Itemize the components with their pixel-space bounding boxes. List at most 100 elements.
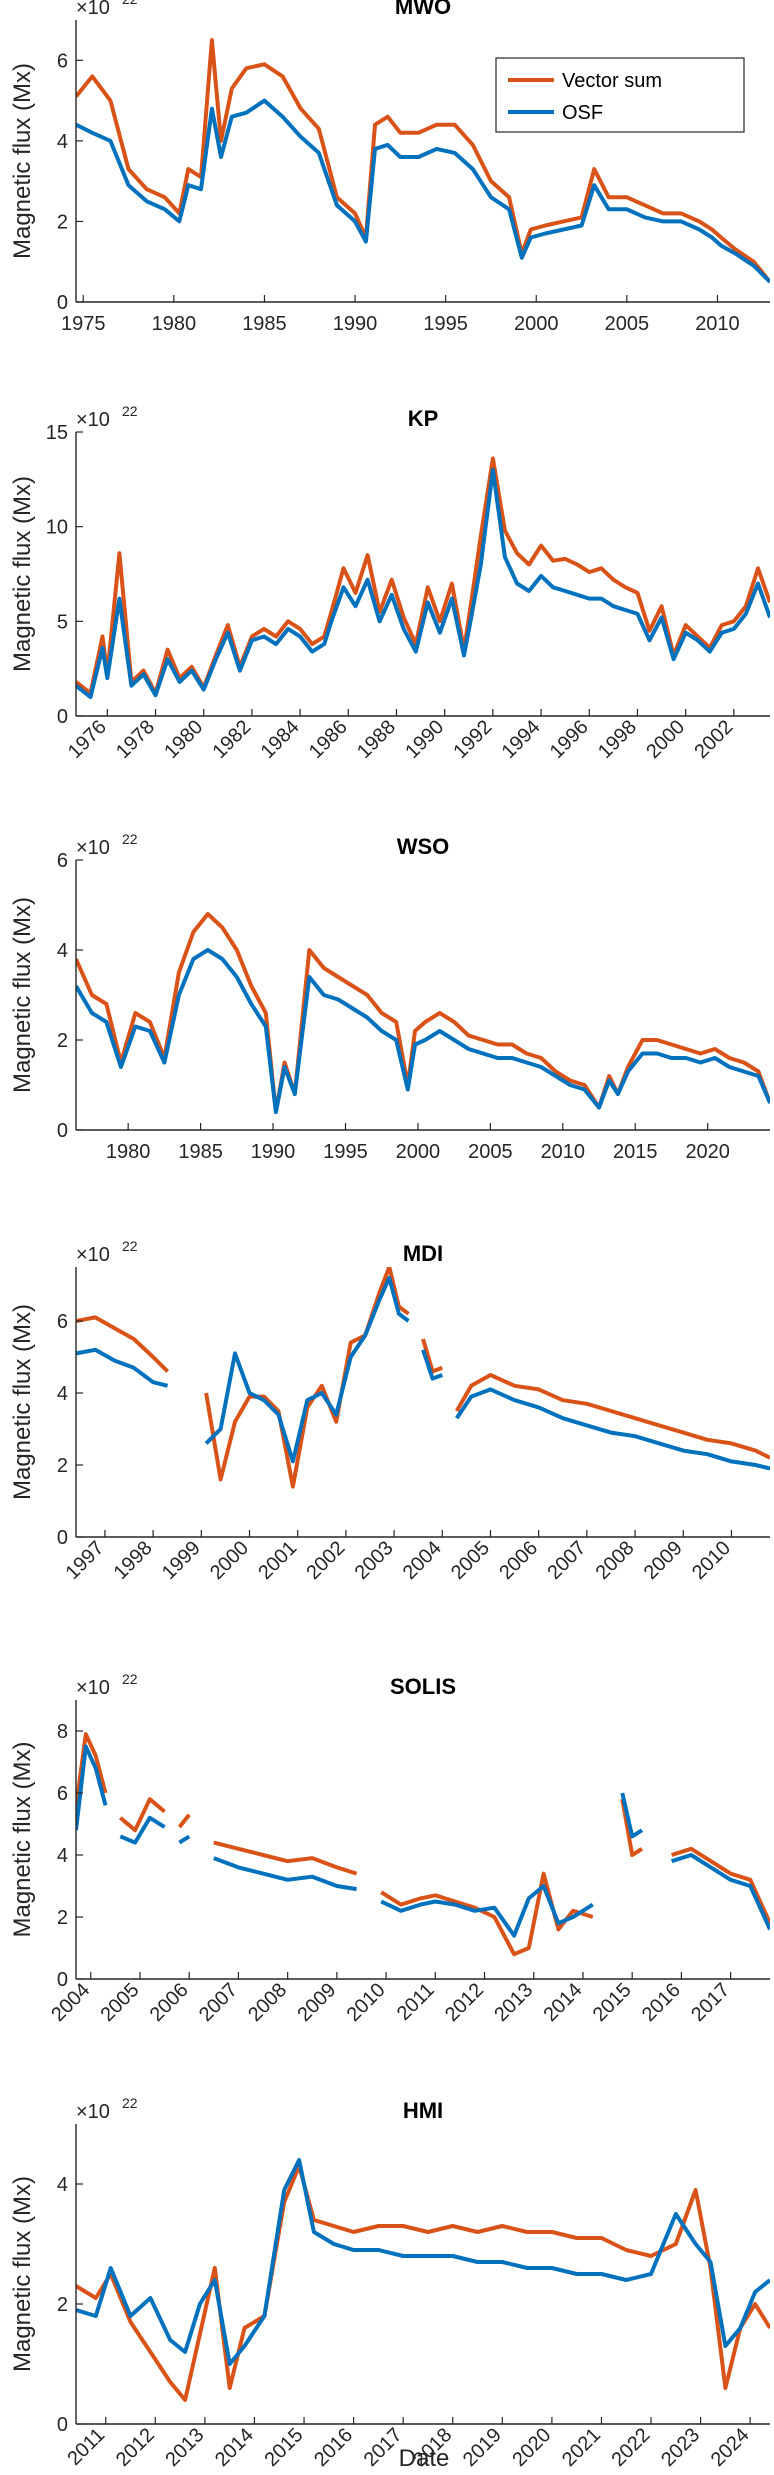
- x-tick-label: 2014: [211, 2424, 258, 2471]
- y-tick-label: 0: [57, 2414, 68, 2436]
- y-axis-label: Magnetic flux (Mx): [9, 1741, 36, 1937]
- series-line-osf: [76, 1744, 770, 1938]
- y-tick-label: 0: [57, 1527, 68, 1549]
- x-tick-label: 1988: [353, 716, 400, 763]
- x-tick-label: 2008: [592, 1537, 639, 1584]
- panel-mdi: 0 2 4 6 1997 1998 1999 2000 2001 2002 2003 2004 2005…: [9, 1238, 770, 1584]
- x-tick-label: 2009: [293, 1979, 340, 2026]
- panel-title: HMI: [403, 2098, 443, 2123]
- x-tick-label: 1997: [61, 1537, 108, 1584]
- series-line-vector-sum: [76, 456, 770, 696]
- x-tick-label: 2003: [351, 1537, 398, 1584]
- x-tick-label: 1985: [242, 313, 287, 335]
- y-tick-label: 4: [57, 1383, 68, 1405]
- x-tick-label: 1984: [257, 716, 304, 763]
- x-tick-label: 2005: [447, 1537, 494, 1584]
- y-tick-label: 4: [57, 131, 68, 153]
- y-exponent-label: ×10: [76, 0, 110, 19]
- series-line-vector-sum: [76, 38, 770, 284]
- y-tick-label: 2: [57, 1030, 68, 1052]
- y-tick-label: 6: [57, 1783, 68, 1805]
- x-tick-label: 2021: [558, 2424, 605, 2471]
- x-tick-label: 2015: [613, 1141, 658, 1163]
- x-tick-label: 2005: [96, 1979, 143, 2026]
- series-line-vector-sum: [76, 2164, 770, 2402]
- x-tick-label: 1976: [64, 716, 111, 763]
- series-line-vector-sum: [76, 912, 770, 1114]
- y-exponent-power: 22: [122, 403, 138, 419]
- y-tick-label: 0: [57, 292, 68, 314]
- x-tick-label: 1998: [110, 1537, 157, 1584]
- x-tick-label: 1994: [498, 716, 545, 763]
- y-tick-label: 4: [57, 940, 68, 962]
- y-exponent-label: ×10: [76, 409, 110, 431]
- panel-title: WSO: [397, 834, 450, 859]
- y-tick-label: 6: [57, 850, 68, 872]
- y-tick-label: 2: [57, 211, 68, 233]
- panel-wso: 0 2 4 6 1980 1985 1990 1995 2000 2005 2010 2015 2020…: [9, 831, 770, 1163]
- x-tick-label: 1996: [546, 716, 593, 763]
- panel-mwo: 0 2 4 6 1975 1980 1985 1990 1995 2000 2005 2010 ×10 2…: [9, 0, 770, 335]
- x-tick-label: 2016: [638, 1979, 685, 2026]
- x-tick-label: 1980: [152, 313, 197, 335]
- x-tick-label: 2010: [343, 1979, 390, 2026]
- legend: Vector sum OSF: [495, 57, 745, 133]
- y-exponent-label: ×10: [76, 1677, 110, 1699]
- y-exponent-label: ×10: [76, 2101, 110, 2123]
- y-tick-label: 15: [46, 422, 68, 444]
- y-exponent-label: ×10: [76, 837, 110, 859]
- series-line-osf: [76, 948, 770, 1114]
- y-exponent-power: 22: [122, 2095, 138, 2111]
- x-tick-label: 2010: [541, 1141, 586, 1163]
- x-tick-label: 2006: [495, 1537, 542, 1584]
- x-tick-label: 2001: [254, 1537, 301, 1584]
- x-tick-label: 2000: [206, 1537, 253, 1584]
- x-tick-label: 2016: [310, 2424, 357, 2471]
- y-exponent-power: 22: [122, 1238, 138, 1254]
- x-tick-label: 1990: [333, 313, 378, 335]
- x-tick-label: 1992: [449, 716, 496, 763]
- x-tick-label: 1980: [160, 716, 207, 763]
- x-tick-label: 2010: [695, 313, 740, 335]
- x-tick-label: 1995: [423, 313, 468, 335]
- x-tick-label: 1998: [594, 716, 641, 763]
- x-tick-label: 2000: [514, 313, 559, 335]
- y-exponent-power: 22: [122, 1671, 138, 1687]
- panel-title: MWO: [395, 0, 451, 19]
- x-tick-label: 2007: [543, 1537, 590, 1584]
- x-tick-label: 2000: [396, 1141, 441, 1163]
- x-tick-label: 1975: [61, 313, 106, 335]
- x-tick-label: 2008: [244, 1979, 291, 2026]
- x-tick-label: 2002: [302, 1537, 349, 1584]
- y-tick-label: 6: [57, 1311, 68, 1333]
- x-tick-label: 1980: [106, 1141, 151, 1163]
- x-tick-label: 2013: [161, 2424, 208, 2471]
- y-tick-label: 2: [57, 1907, 68, 1929]
- series-line-osf: [76, 98, 770, 284]
- panel-title: SOLIS: [390, 1674, 456, 1699]
- x-tick-label: 2009: [640, 1537, 687, 1584]
- y-tick-label: 10: [46, 517, 68, 539]
- x-tick-label: 1986: [305, 716, 352, 763]
- x-tick-label: 2019: [459, 2424, 506, 2471]
- x-tick-label: 2005: [605, 313, 650, 335]
- series-line-osf: [76, 467, 770, 700]
- y-exponent-power: 22: [122, 831, 138, 847]
- y-tick-label: 2: [57, 1455, 68, 1477]
- x-tick-label: 2007: [195, 1979, 242, 2026]
- y-tick-label: 0: [57, 706, 68, 728]
- y-tick-label: 4: [57, 2174, 68, 2196]
- x-tick-label: 1990: [251, 1141, 296, 1163]
- x-tick-label: 2011: [393, 1979, 439, 2025]
- x-tick-label: 2005: [468, 1141, 513, 1163]
- panel-title: KP: [408, 406, 439, 431]
- x-tick-label: 2017: [687, 1979, 734, 2026]
- x-tick-label: 2002: [690, 716, 737, 763]
- y-axis-label: Magnetic flux (Mx): [9, 2176, 36, 2372]
- y-tick-label: 8: [57, 1721, 68, 1743]
- x-tick-label: 2004: [399, 1537, 446, 1584]
- x-tick-label: 1982: [208, 716, 255, 763]
